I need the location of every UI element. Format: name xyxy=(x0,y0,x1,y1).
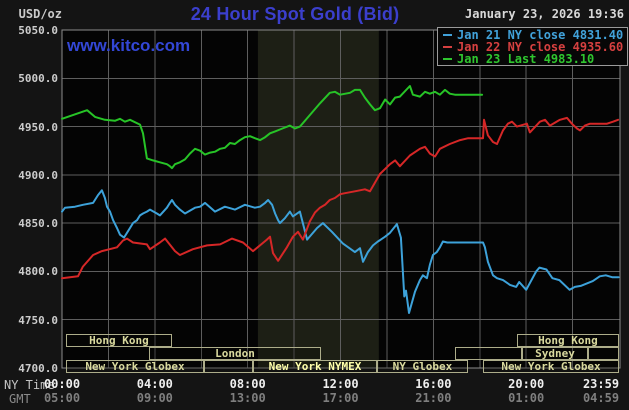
session-label: New York Globex xyxy=(85,360,185,373)
legend-item: Jan 22 NY close 4935.60 xyxy=(443,41,627,53)
legend-item: Jan 23 Last 4983.10 xyxy=(443,53,627,65)
xtick-gmt: 09:00 xyxy=(136,391,173,405)
legend-dash-icon xyxy=(443,58,452,60)
session-box-new-york-nymex: New York NYMEX xyxy=(253,360,377,373)
y-tick-label: 4850.0 xyxy=(18,217,58,231)
legend-label: Jan 21 NY close 4831.40 xyxy=(457,28,624,42)
series-line-jan-23 xyxy=(61,85,484,170)
xtick-gmt: 01:00 xyxy=(508,391,545,405)
xtick-gmt: 05:00 xyxy=(43,391,81,405)
xtick-ny: 00:00 xyxy=(43,377,81,391)
session-label: Hong Kong xyxy=(89,334,149,347)
xtick-gmt: 04:59 xyxy=(582,391,620,405)
session-box-empty xyxy=(587,347,620,360)
legend-label: Jan 23 Last 4983.10 xyxy=(457,52,595,66)
session-label: New York Globex xyxy=(501,360,601,373)
session-label: New York NYMEX xyxy=(268,360,362,373)
kitco-watermark-link[interactable]: www.kitco.com xyxy=(67,36,191,55)
nymex-session-band xyxy=(257,30,379,368)
y-axis-unit-label: USD/oz xyxy=(18,7,62,21)
legend-item: Jan 21 NY close 4831.40 xyxy=(443,29,627,41)
xtick-ny: 04:00 xyxy=(136,377,173,391)
xtick-gmt: 17:00 xyxy=(322,391,359,405)
legend-box: Jan 21 NY close 4831.40 Jan 22 NY close 4… xyxy=(437,27,628,66)
y-tick-label: 5050.0 xyxy=(18,24,58,37)
xtick-ny: 08:00 xyxy=(229,377,266,391)
session-box-new-york-globex: New York Globex xyxy=(483,360,620,373)
xtick-ny: 16:00 xyxy=(415,377,452,391)
session-box-new-york-globex: New York Globex xyxy=(65,360,205,373)
y-tick-label: 4750.0 xyxy=(18,313,58,327)
y-tick-label: 5000.0 xyxy=(18,72,58,86)
session-box-empty xyxy=(454,347,522,360)
ny-time-axis-caption: NY Time xyxy=(4,378,55,392)
xtick-ny: 12:00 xyxy=(322,377,359,391)
session-box-hong-kong: Hong Kong xyxy=(516,334,620,347)
session-label: Sydney xyxy=(535,347,575,360)
y-tick-label: 4900.0 xyxy=(18,168,58,182)
session-box-london: London xyxy=(149,347,322,360)
y-tick-label: 4700.0 xyxy=(18,361,58,375)
chart-title: 24 Hour Spot Gold (Bid) xyxy=(190,4,400,24)
session-label: London xyxy=(215,347,255,360)
session-box-ny-globex: NY Globex xyxy=(376,360,468,373)
legend-label: Jan 22 NY close 4935.60 xyxy=(457,40,624,54)
session-label: Hong Kong xyxy=(538,334,598,347)
session-label: NY Globex xyxy=(392,360,453,373)
legend-dash-icon xyxy=(443,46,452,48)
xtick-gmt: 21:00 xyxy=(415,391,452,405)
xtick-gmt: 13:00 xyxy=(229,391,266,405)
xtick-ny: 23:59 xyxy=(582,377,620,391)
chart-timestamp: January 23, 2026 19:36 xyxy=(465,7,624,21)
y-tick-label: 4950.0 xyxy=(18,120,58,134)
series-line-jan-21 xyxy=(61,189,620,314)
session-box-empty xyxy=(204,360,253,373)
y-tick-label: 4800.0 xyxy=(18,265,58,279)
session-box-hong-kong: Hong Kong xyxy=(65,334,172,347)
series-line-jan-22 xyxy=(61,116,620,280)
xtick-ny: 20:00 xyxy=(508,377,545,391)
plot-border xyxy=(61,29,621,369)
session-box-sydney: Sydney xyxy=(522,347,588,360)
legend-dash-icon xyxy=(443,34,452,36)
gmt-axis-caption: GMT xyxy=(9,392,31,406)
